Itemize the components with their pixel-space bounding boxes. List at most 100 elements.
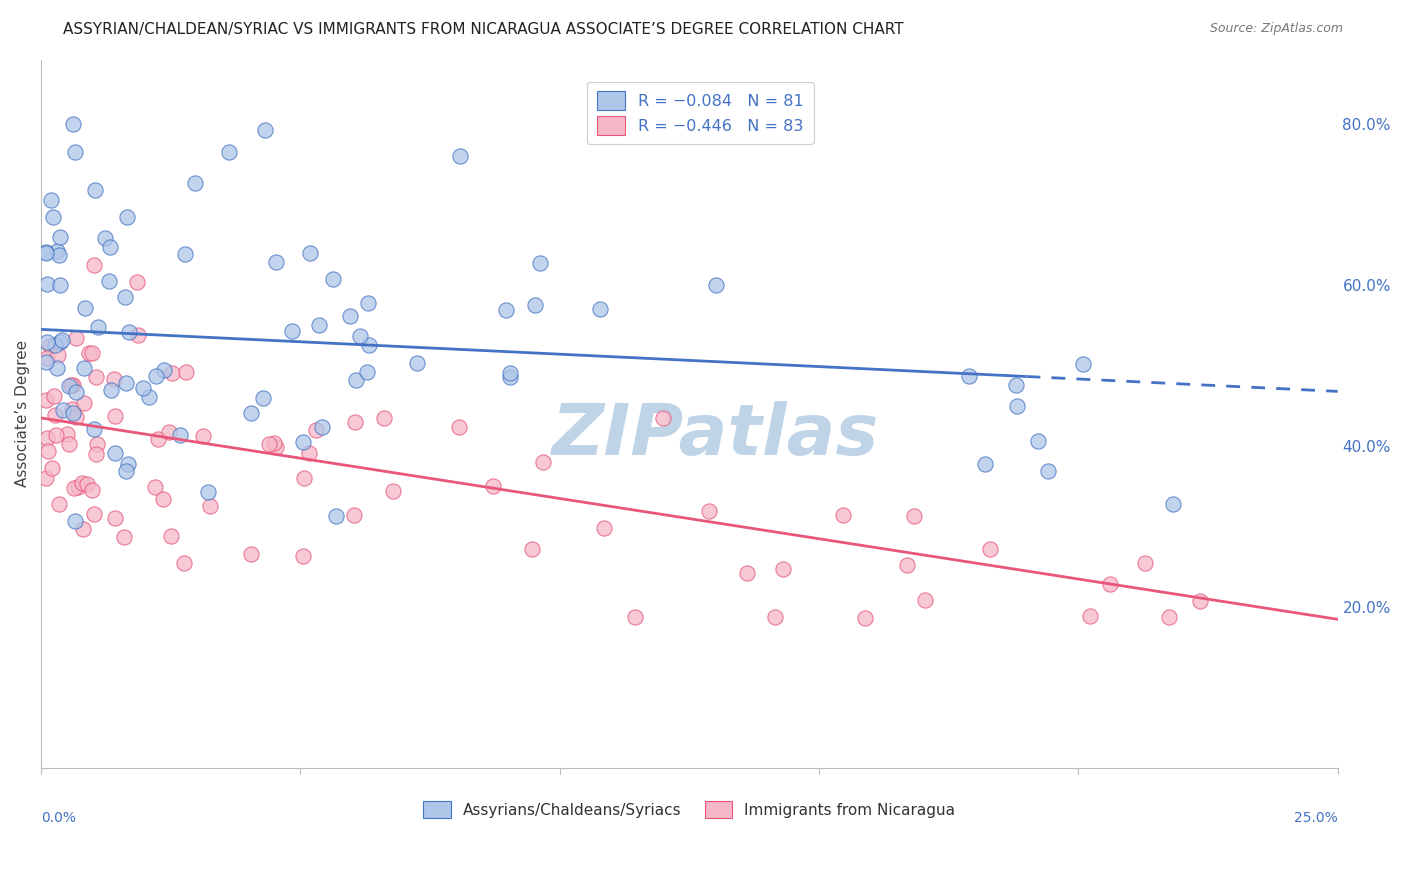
Point [499, 369, 522, 384]
Point [35, 246, 58, 260]
Point [291, 434, 314, 449]
Point [82, 483, 104, 497]
Point [1159, 610, 1181, 624]
Point [112, 530, 135, 544]
Point [957, 369, 980, 384]
Point [94, 231, 117, 245]
Point [48, 348, 70, 362]
Point [115, 210, 138, 224]
Point [281, 324, 304, 338]
Point [173, 556, 195, 570]
Point [292, 549, 315, 563]
Point [73, 361, 96, 376]
Point [651, 410, 673, 425]
Point [589, 302, 612, 317]
Point [704, 277, 727, 292]
Point [311, 420, 333, 434]
Point [35, 355, 58, 369]
Point [35, 277, 58, 291]
Point [191, 429, 214, 443]
Point [1028, 434, 1050, 449]
Point [325, 508, 347, 523]
Point [832, 508, 855, 523]
Point [152, 491, 174, 506]
Legend: Assyrians/Chaldeans/Syriacs, Immigrants from Nicaragua: Assyrians/Chaldeans/Syriacs, Immigrants … [418, 795, 962, 824]
Point [697, 504, 720, 518]
Point [343, 508, 366, 522]
Point [97, 274, 120, 288]
Point [35, 245, 58, 260]
Point [305, 423, 328, 437]
Point [103, 372, 125, 386]
Point [48, 248, 70, 262]
Point [259, 437, 281, 451]
Point [153, 363, 176, 377]
Point [63, 481, 86, 495]
Point [855, 611, 877, 625]
Point [83, 507, 105, 521]
Point [524, 298, 547, 312]
Point [118, 326, 141, 340]
Point [87, 320, 110, 334]
Text: Source: ZipAtlas.com: Source: ZipAtlas.com [1209, 22, 1343, 36]
Point [1005, 377, 1028, 392]
Point [896, 558, 918, 572]
Point [44, 409, 66, 423]
Point [197, 484, 219, 499]
Point [160, 366, 183, 380]
Point [83, 258, 105, 272]
Point [449, 149, 471, 163]
Point [148, 432, 170, 446]
Point [63, 145, 86, 159]
Point [117, 457, 139, 471]
Point [63, 514, 86, 528]
Point [62, 378, 84, 392]
Point [357, 296, 380, 310]
Point [173, 247, 195, 261]
Point [39, 193, 62, 207]
Point [84, 447, 107, 461]
Point [41, 460, 63, 475]
Point [51, 334, 73, 348]
Point [218, 145, 240, 160]
Point [114, 290, 136, 304]
Point [35, 471, 58, 485]
Point [200, 499, 222, 513]
Point [65, 409, 87, 424]
Point [58, 379, 80, 393]
Point [83, 422, 105, 436]
Point [58, 437, 80, 451]
Point [48, 497, 70, 511]
Point [45, 361, 67, 376]
Point [82, 346, 104, 360]
Point [308, 318, 330, 333]
Point [406, 356, 429, 370]
Point [49, 334, 72, 349]
Point [46, 244, 69, 258]
Point [974, 457, 997, 471]
Point [37, 444, 59, 458]
Text: 25.0%: 25.0% [1294, 811, 1337, 825]
Point [174, 365, 197, 379]
Point [263, 436, 285, 450]
Point [254, 123, 277, 137]
Point [240, 406, 263, 420]
Point [62, 117, 84, 131]
Point [37, 335, 59, 350]
Point [373, 410, 395, 425]
Point [264, 254, 287, 268]
Point [1099, 577, 1122, 591]
Point [127, 327, 149, 342]
Point [145, 368, 167, 383]
Point [60, 402, 83, 417]
Point [529, 256, 551, 270]
Point [359, 337, 381, 351]
Point [322, 272, 344, 286]
Point [482, 479, 505, 493]
Point [70, 475, 93, 490]
Point [73, 301, 96, 315]
Point [298, 246, 321, 260]
Point [35, 431, 58, 445]
Point [38, 339, 60, 353]
Text: ASSYRIAN/CHALDEAN/SYRIAC VS IMMIGRANTS FROM NICARAGUA ASSOCIATE’S DEGREE CORRELA: ASSYRIAN/CHALDEAN/SYRIAC VS IMMIGRANTS F… [63, 22, 904, 37]
